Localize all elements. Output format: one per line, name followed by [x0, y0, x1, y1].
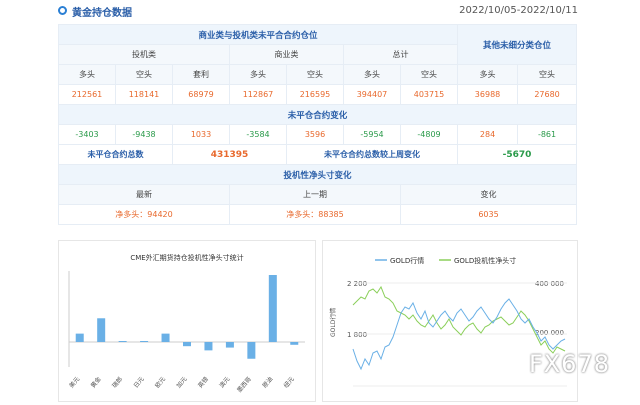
group-comm: 商业类	[229, 44, 344, 65]
net-col-change: 变化	[399, 184, 578, 205]
watermark: FX678	[528, 350, 610, 378]
change-cell: -9438	[115, 124, 173, 145]
y-right-tick: 400 000	[535, 280, 564, 288]
change-header: 未平仓合约变化	[57, 104, 578, 125]
value-cell: 118141	[115, 84, 173, 105]
bar-欧元[interactable]	[161, 333, 170, 342]
net-position-bar-chart: CME外汇期货持仓投机性净头寸统计 美元 黄金 瑞郎 日元 欧元 加元 英镑 澳元 墨西哥 原油纽…	[67, 253, 305, 394]
gold-chart-panel: GOLD行情 GOLD投机性净头寸 2 200 1 800 400 000 20…	[322, 240, 578, 402]
change-cell: 1033	[172, 124, 230, 145]
net-col-prev: 上一期	[229, 184, 401, 205]
net-prev: 净多头：88385	[229, 204, 401, 225]
category-label: 澳元	[218, 375, 232, 389]
change-cell: -3403	[58, 124, 116, 145]
value-cell: 27680	[517, 84, 578, 105]
col-header: 多头	[343, 64, 401, 85]
net-position-line	[352, 285, 566, 354]
bar-加元[interactable]	[183, 342, 191, 347]
bar-美元[interactable]	[75, 333, 84, 342]
category-label: 原油	[260, 375, 274, 389]
page-title: 黄金持仓数据	[72, 8, 132, 19]
net-latest: 净多头：94420	[58, 204, 230, 225]
position-table: 商业类与投机类未平合合约仓位 其他未细分类仓位 投机类 商业类 总计 多头 空头…	[57, 24, 578, 225]
total-value: 431395	[172, 144, 287, 165]
other-header: 其他未细分类仓位	[457, 24, 578, 65]
y-left-tick: 2 200	[347, 280, 367, 288]
week-change-value: -5670	[457, 144, 578, 165]
bar-纽元[interactable]	[290, 342, 299, 345]
y-left-label: GOLD行情	[329, 308, 337, 337]
date-range: 2022/10/05-2022/10/11	[459, 5, 578, 16]
category-label: 黄金	[89, 375, 103, 389]
change-cell: -4809	[399, 124, 459, 145]
chart-left-title: CME外汇期货持仓投机性净头寸统计	[130, 253, 243, 262]
category-label: 加元	[175, 375, 189, 389]
category-label: 日元	[133, 376, 146, 390]
bar-墨西哥[interactable]	[247, 342, 256, 359]
total-label: 未平仓合约总数	[58, 144, 173, 165]
y-left-tick: 1 800	[347, 331, 367, 339]
value-cell: 212561	[58, 84, 116, 105]
week-change-label: 未平仓合约总数较上周变化	[285, 144, 459, 165]
col-header: 多头	[457, 64, 519, 85]
value-cell: 216595	[286, 84, 344, 105]
net-change: 6035	[399, 204, 578, 225]
gold-price-line	[352, 298, 566, 371]
net-col-latest: 最新	[58, 184, 230, 205]
legend-net[interactable]: GOLD投机性净头寸	[454, 256, 516, 265]
col-header: 空头	[517, 64, 578, 85]
change-cell: 284	[457, 124, 519, 145]
legend-price[interactable]: GOLD行情	[390, 256, 424, 265]
category-label: 欧元	[153, 375, 167, 389]
col-header: 空头	[399, 64, 459, 85]
header: 黄金持仓数据 2022/10/05-2022/10/11	[0, 0, 640, 22]
value-cell: 36988	[457, 84, 519, 105]
value-cell: 68979	[172, 84, 230, 105]
value-cell: 403715	[399, 84, 459, 105]
bar-瑞郎[interactable]	[118, 341, 127, 342]
value-cell: 112867	[229, 84, 287, 105]
col-header: 套利	[172, 64, 230, 85]
bar-英镑[interactable]	[204, 342, 213, 351]
col-header: 空头	[115, 64, 173, 85]
col-header: 多头	[58, 64, 116, 85]
change-cell: -5954	[343, 124, 401, 145]
category-label: 瑞郎	[110, 375, 124, 389]
col-header: 空头	[286, 64, 344, 85]
value-cell: 394407	[343, 84, 401, 105]
category-label: 英镑	[196, 375, 210, 389]
bar-黄金[interactable]	[97, 318, 106, 342]
change-cell: -3584	[229, 124, 287, 145]
category-label: 美元	[67, 375, 81, 389]
change-cell: 3596	[286, 124, 344, 145]
y-right-tick: 200 000	[535, 329, 564, 337]
bar-日元[interactable]	[140, 341, 149, 342]
circle-icon	[58, 6, 67, 15]
bar-原油[interactable]	[268, 275, 277, 342]
net-header: 投机性净头寸变化	[57, 164, 578, 185]
group-spec: 投机类	[58, 44, 230, 65]
group-total: 总计	[342, 44, 459, 65]
gold-line-chart: GOLD行情 GOLD投机性净头寸 2 200 1 800 400 000 20…	[329, 256, 567, 387]
bar-澳元[interactable]	[225, 342, 234, 348]
net-position-chart-panel: CME外汇期货持仓投机性净头寸统计 美元 黄金 瑞郎 日元 欧元 加元 英镑 澳元 墨西哥 原油纽…	[58, 240, 316, 402]
category-label: 墨西哥	[236, 376, 253, 394]
change-cell: -861	[517, 124, 578, 145]
top-header: 商业类与投机类未平合合约仓位	[57, 24, 459, 45]
col-header: 多头	[229, 64, 287, 85]
category-label: 纽元	[282, 375, 296, 389]
